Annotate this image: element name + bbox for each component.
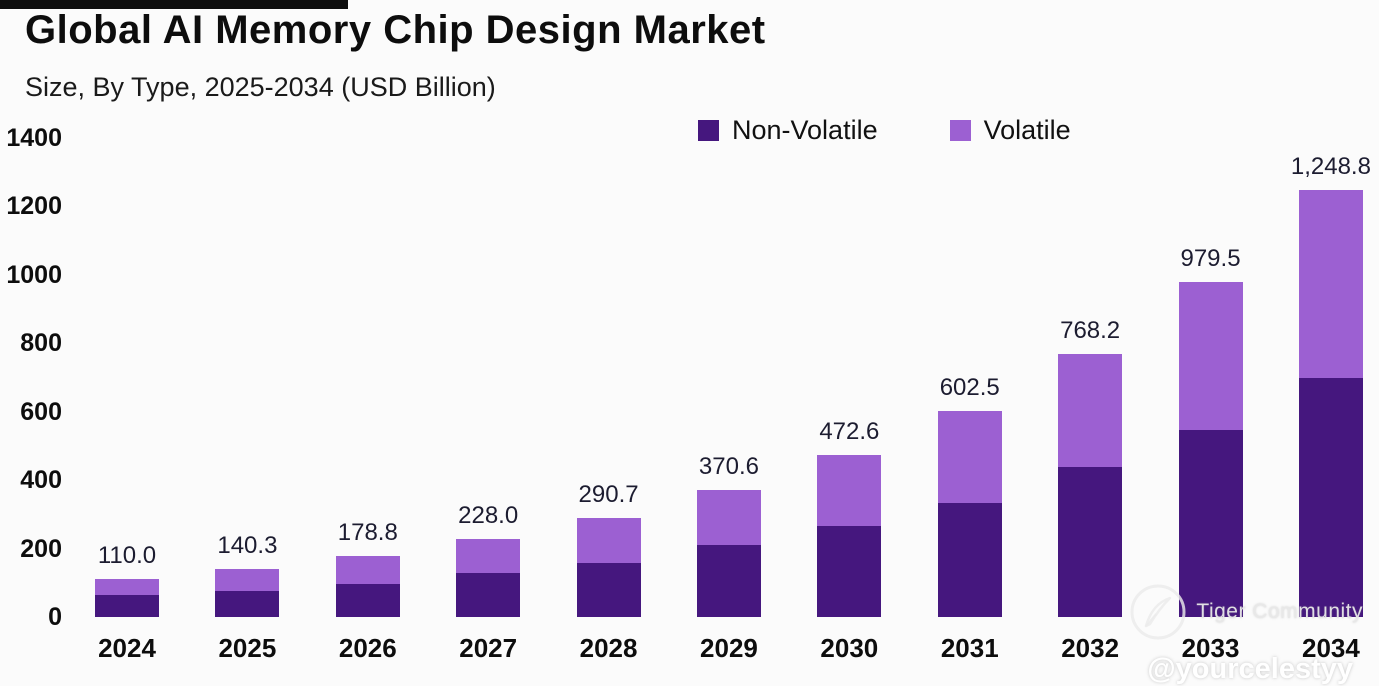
bar-group-2026: 178.8 2026 [335,138,400,663]
x-axis-label: 2029 [700,633,758,663]
bar-segment-volatile [456,539,521,573]
legend-item-non-volatile: Non-Volatile [698,115,878,146]
bar-segment-non-volatile [817,526,882,617]
bar-group-2034: 1,248.8 2034 [1291,138,1371,663]
bar-total-label: 140.3 [217,532,278,560]
y-tick-label: 1400 [6,124,62,152]
x-axis-label: 2033 [1181,633,1240,663]
bar-segment-non-volatile [696,545,761,617]
bar-group-2024: 110.0 2024 [95,138,159,663]
x-axis-label: 2034 [1301,633,1360,663]
watermark-handle: @yourcelestyy [1147,653,1353,685]
bar-group-2029: 370.6 2029 [696,138,761,663]
bar-group-2032: 768.2 2032 [1058,138,1123,663]
bar-total-label: 178.8 [337,518,398,546]
bar-segment-volatile [817,455,882,526]
plot-area: 110.0 2024 140.3 2025 178.8 2026 228.0 2027 290.… [95,138,1371,663]
x-axis-label: 2032 [1061,633,1120,663]
bar-segment-volatile [215,569,280,591]
watermark: Tiger Community [1128,582,1363,642]
tiger-community-logo [1130,584,1186,640]
bar-segment-non-volatile [456,572,521,617]
bar-segment-non-volatile [335,583,400,617]
top-progress-strip [0,0,348,9]
bar-total-label: 472.6 [819,418,880,446]
bar-segment-non-volatile [576,562,641,617]
bar-segment-volatile [95,579,159,596]
bar-total-label: 290.7 [578,480,639,508]
x-axis-label: 2027 [459,633,518,663]
bar-segment-volatile [1298,189,1363,378]
y-tick-label: 600 [20,397,62,426]
bar-segment-volatile [576,517,641,563]
bar-group-2025: 140.3 2025 [215,138,280,663]
bar-segment-volatile [1058,354,1123,468]
x-axis-label: 2026 [338,633,397,663]
bar-segment-volatile [937,410,1002,504]
bar-segment-volatile [696,490,761,546]
bar-total-label: 979.5 [1180,244,1241,272]
y-tick-label: 1000 [6,260,62,289]
y-tick-label: 0 [48,603,62,631]
legend-swatch [949,120,971,141]
bar-total-label: 228.0 [458,502,519,530]
y-axis: 0 200 400 600 800 1000 1200 1400 [0,124,62,631]
x-axis-label: 2030 [820,633,879,663]
y-tick-label: 400 [20,466,62,495]
legend-swatch [698,120,719,141]
bar-total-label: 370.6 [698,453,759,481]
legend: Non-Volatile Volatile [698,115,1071,146]
bar-total-label: 768.2 [1060,317,1121,345]
legend-label: Volatile [983,115,1071,145]
bar-segment-non-volatile [95,595,159,617]
bar-segment-non-volatile [1298,377,1363,617]
bar-group-2027: 228.0 2027 [456,138,521,663]
x-axis-label: 2025 [218,633,277,663]
bar-segment-volatile [1178,281,1243,430]
chart-title: Global AI Memory Chip Design Market [25,8,766,52]
bar-group-2033: 979.5 2033 [1178,138,1243,663]
x-axis-label: 2028 [579,633,638,663]
y-tick-label: 200 [20,534,62,563]
bar-segment-non-volatile [937,503,1002,617]
y-tick-label: 1200 [6,192,62,221]
bar-group-2030: 472.6 2030 [817,138,882,663]
legend-label: Non-Volatile [732,115,878,145]
bar-segment-non-volatile [215,591,280,617]
bar-segment-non-volatile [1178,429,1243,617]
bar-group-2028: 290.7 2028 [576,138,641,663]
legend-item-volatile: Volatile [949,115,1071,146]
bar-group-2031: 602.5 2031 [937,138,1002,663]
bar-segment-non-volatile [1058,467,1123,617]
chart-subtitle: Size, By Type, 2025-2034 (USD Billion) [25,72,496,102]
bar-total-label: 110.0 [97,542,157,570]
bar-total-label: 1,248.8 [1290,152,1371,180]
x-axis-label: 2031 [940,633,999,663]
watermark-brand: Tiger Community [1196,600,1363,623]
y-tick-label: 800 [20,329,62,358]
x-axis-label: 2024 [98,633,156,663]
bar-total-label: 602.5 [939,373,1000,401]
bar-segment-volatile [335,555,400,584]
